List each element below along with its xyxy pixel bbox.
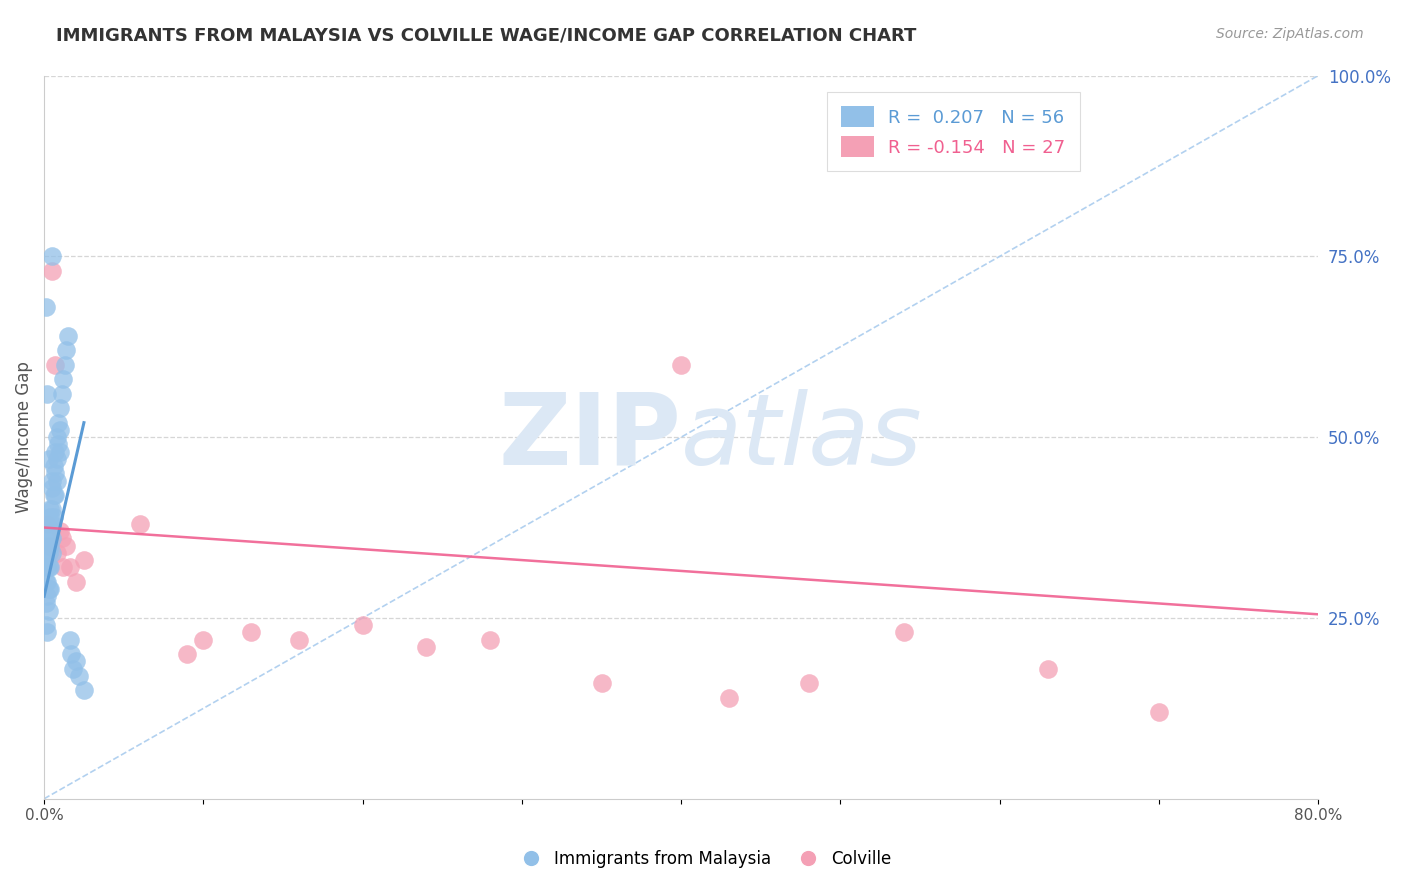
Point: [38, 546, 60, 560]
Point: [35, 553, 58, 567]
Point: [591, 676, 613, 690]
Point: [1147, 705, 1170, 719]
Point: [45, 546, 67, 560]
Point: [49, 401, 72, 416]
Point: [38, 560, 60, 574]
Point: [41, 546, 63, 560]
Point: [73, 553, 96, 567]
Point: [51, 532, 73, 546]
Point: [669, 358, 692, 372]
Text: Source: ZipAtlas.com: Source: ZipAtlas.com: [1216, 27, 1364, 41]
Point: [35, 597, 58, 611]
Point: [42, 488, 65, 502]
Point: [62, 662, 84, 676]
Y-axis label: Wage/Income Gap: Wage/Income Gap: [15, 361, 32, 513]
Point: [38, 582, 60, 596]
Point: [39, 509, 62, 524]
Point: [48, 416, 70, 430]
Point: [44, 488, 66, 502]
Point: [38, 451, 60, 466]
Point: [44, 444, 66, 458]
Point: [128, 516, 150, 531]
Point: [893, 625, 915, 640]
Point: [37, 516, 59, 531]
Legend: R =  0.207   N = 56, R = -0.154   N = 27: R = 0.207 N = 56, R = -0.154 N = 27: [827, 92, 1080, 171]
Point: [37, 574, 59, 589]
Point: [37, 589, 59, 603]
Point: [42, 509, 65, 524]
Point: [39, 539, 62, 553]
Point: [49, 423, 72, 437]
Legend: Immigrants from Malaysia, Colville: Immigrants from Malaysia, Colville: [508, 844, 898, 875]
Point: [60, 647, 83, 661]
Point: [1036, 662, 1059, 676]
Point: [37, 625, 59, 640]
Point: [38, 604, 60, 618]
Point: [45, 430, 67, 444]
Point: [41, 481, 63, 495]
Point: [53, 358, 76, 372]
Point: [35, 618, 58, 632]
Point: [352, 618, 374, 632]
Point: [288, 632, 311, 647]
Point: [55, 539, 77, 553]
Point: [52, 372, 75, 386]
Text: atlas: atlas: [681, 389, 922, 485]
Point: [479, 632, 502, 647]
Point: [55, 343, 77, 358]
Point: [41, 249, 63, 263]
Point: [37, 386, 59, 401]
Point: [41, 516, 63, 531]
Point: [39, 502, 62, 516]
Text: IMMIGRANTS FROM MALAYSIA VS COLVILLE WAGE/INCOME GAP CORRELATION CHART: IMMIGRANTS FROM MALAYSIA VS COLVILLE WAG…: [56, 27, 917, 45]
Point: [38, 539, 60, 553]
Point: [56, 329, 79, 343]
Point: [73, 683, 96, 698]
Point: [58, 560, 80, 574]
Point: [39, 524, 62, 538]
Point: [65, 574, 87, 589]
Point: [41, 502, 63, 516]
Point: [39, 560, 62, 574]
Point: [51, 386, 73, 401]
Point: [37, 560, 59, 574]
Point: [176, 647, 198, 661]
Point: [44, 358, 66, 372]
Point: [65, 654, 87, 668]
Point: [240, 625, 263, 640]
Point: [37, 539, 59, 553]
Point: [58, 632, 80, 647]
Point: [41, 474, 63, 488]
Point: [35, 300, 58, 314]
Point: [45, 451, 67, 466]
Point: [45, 474, 67, 488]
Point: [48, 437, 70, 451]
Point: [415, 640, 437, 654]
Point: [193, 632, 215, 647]
Point: [44, 467, 66, 481]
Point: [49, 444, 72, 458]
Point: [41, 264, 63, 278]
Point: [41, 532, 63, 546]
Text: ZIP: ZIP: [498, 389, 681, 485]
Point: [717, 690, 740, 705]
Point: [52, 560, 75, 574]
Point: [49, 524, 72, 538]
Point: [38, 532, 60, 546]
Point: [67, 669, 90, 683]
Point: [42, 458, 65, 473]
Point: [35, 574, 58, 589]
Point: [797, 676, 820, 690]
Point: [38, 516, 60, 531]
Point: [39, 582, 62, 596]
